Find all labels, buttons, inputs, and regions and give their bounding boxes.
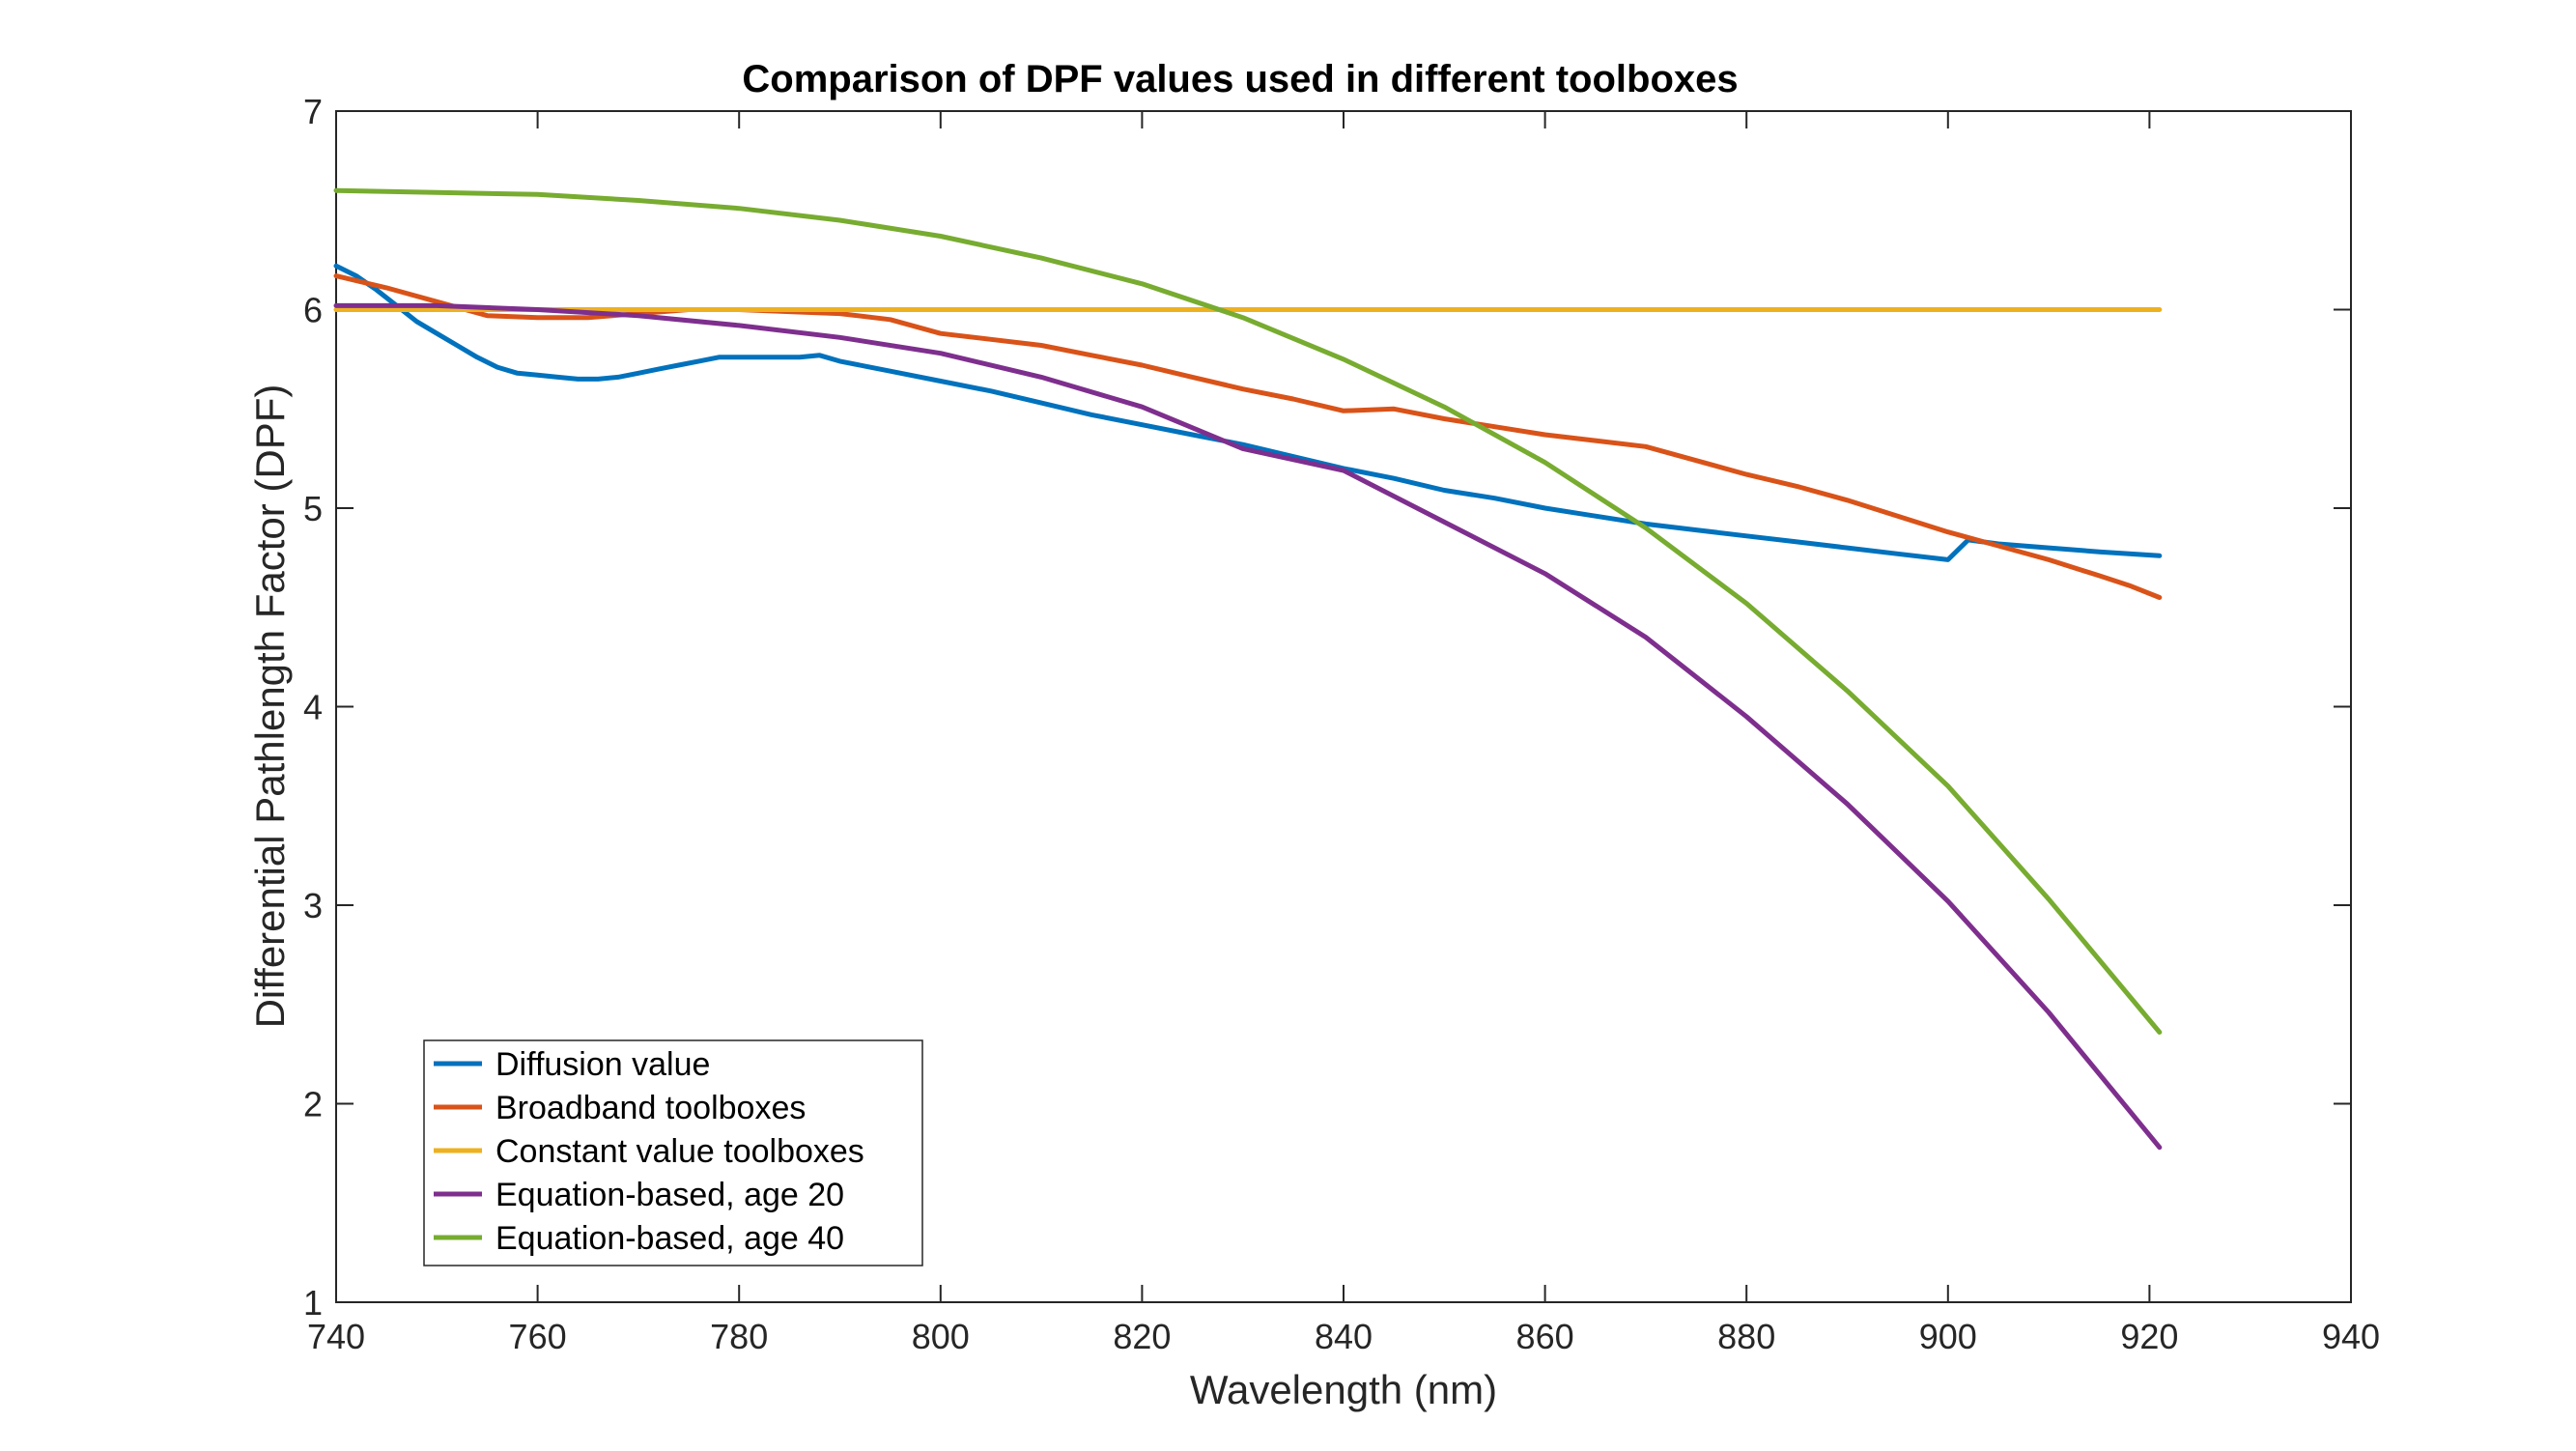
- x-tick-label: 740: [307, 1317, 365, 1356]
- legend-box: [423, 1039, 923, 1266]
- series-line-broadband-toolboxes: [333, 273, 2163, 600]
- x-tick-label: 820: [1113, 1317, 1171, 1356]
- y-axis: 1 2 3 4 5 6 7: [303, 92, 2351, 1323]
- x-tick-label: 800: [912, 1317, 970, 1356]
- y-tick-label: 2: [303, 1085, 323, 1124]
- x-tick-label: 760: [509, 1317, 567, 1356]
- series-lines: [333, 187, 2163, 1151]
- x-tick-label: 920: [2120, 1317, 2178, 1356]
- y-tick-label: 6: [303, 291, 323, 330]
- x-tick-label: 880: [1717, 1317, 1775, 1356]
- x-tick-label: 860: [1516, 1317, 1574, 1356]
- series-line-diffusion-value: [333, 263, 2163, 562]
- x-tick-label: 900: [1919, 1317, 1977, 1356]
- chart-title: Comparison of DPF values used in differe…: [742, 58, 1738, 100]
- legend-entry-equation-based-age-40: Equation-based, age 40: [495, 1220, 844, 1257]
- y-tick-label: 4: [303, 688, 323, 727]
- series-line-equation-based-age-20: [333, 302, 2163, 1151]
- y-axis-label: Differential Pathlength Factor (DPF): [247, 384, 293, 1029]
- y-tick-label: 3: [303, 886, 323, 925]
- x-axis-label: Wavelength (nm): [1190, 1367, 1497, 1412]
- series-line-equation-based-age-40: [333, 187, 2163, 1035]
- y-tick-label: 7: [303, 92, 323, 131]
- y-tick-label: 5: [303, 489, 323, 528]
- x-tick-label: 780: [710, 1317, 768, 1356]
- x-tick-label: 940: [2322, 1317, 2380, 1356]
- x-tick-label: 840: [1315, 1317, 1373, 1356]
- y-tick-label: 1: [303, 1283, 323, 1323]
- legend-entry-diffusion-value: Diffusion value: [495, 1046, 710, 1083]
- legend: Diffusion value Broadband toolboxes Consta…: [423, 1039, 923, 1266]
- legend-entry-constant-value-toolboxes: Constant value toolboxes: [495, 1133, 864, 1170]
- legend-entry-broadband-toolboxes: Broadband toolboxes: [495, 1090, 806, 1126]
- legend-entry-equation-based-age-20: Equation-based, age 20: [495, 1177, 844, 1213]
- x-axis: 740 760 780 800 820 840 860 880 900 920 940: [307, 111, 2380, 1356]
